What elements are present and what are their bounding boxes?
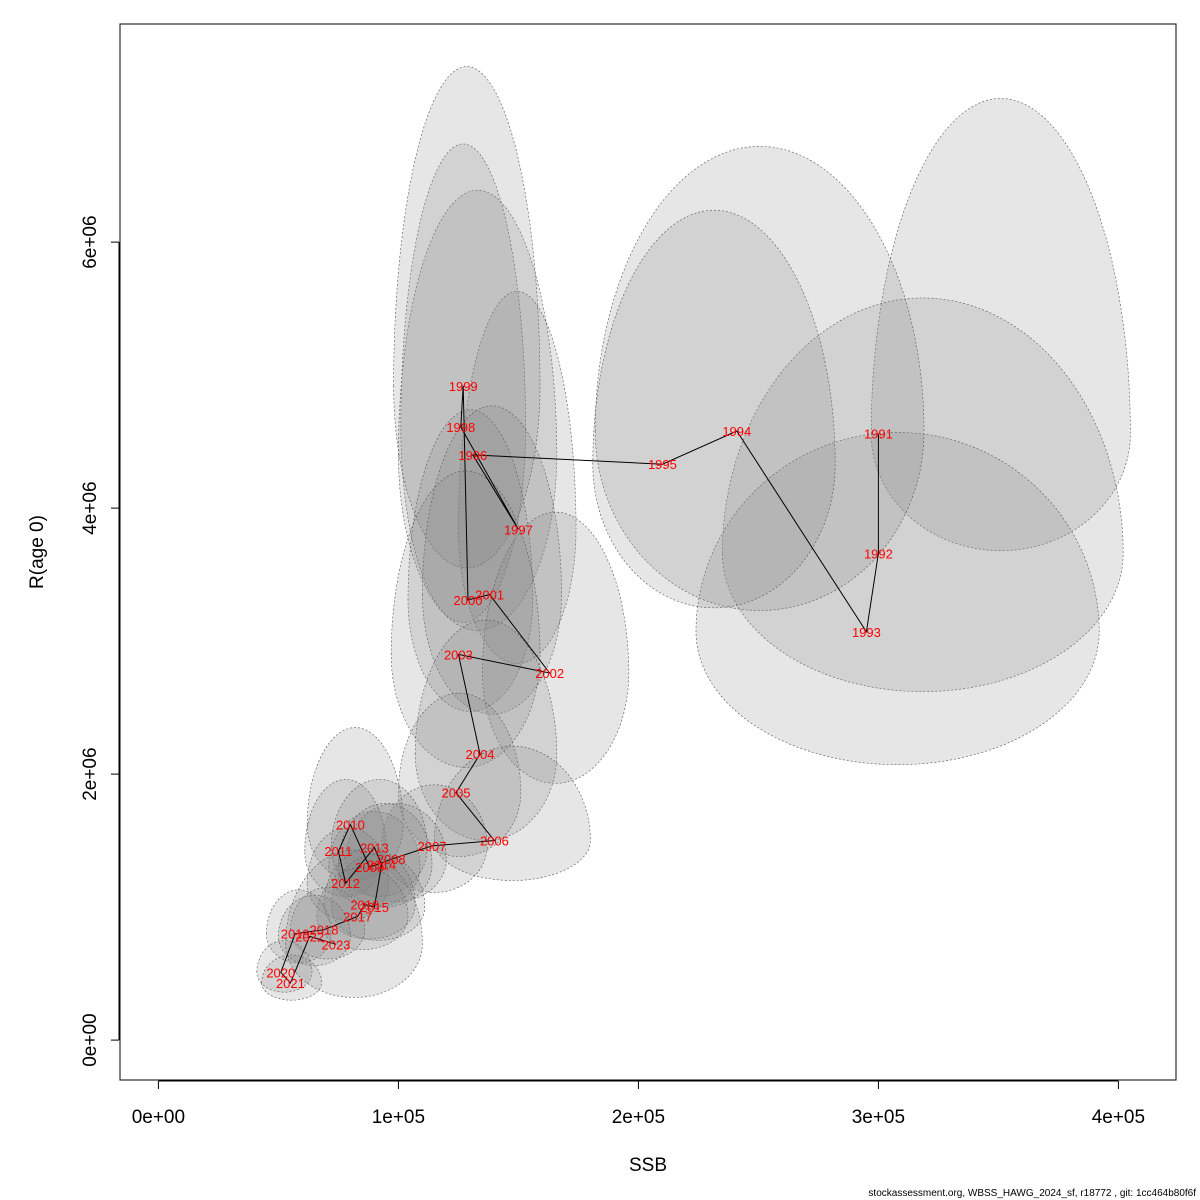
ellipse-1993 xyxy=(695,432,1100,766)
year-label-2020: 2020 xyxy=(266,965,295,980)
ellipse-2020 xyxy=(256,940,313,993)
y-tick-label: 6e+06 xyxy=(80,215,101,268)
ellipse-2009 xyxy=(328,811,421,908)
year-label-2017: 2017 xyxy=(343,909,372,924)
year-label-2007: 2007 xyxy=(418,839,447,854)
ellipse-2021 xyxy=(261,954,322,1001)
ellipse-2005 xyxy=(398,692,522,857)
year-labels: 1991 1992 1993 1994 1995 1996 1997 1998 1999 2000… xyxy=(266,379,893,991)
year-label-2023: 2023 xyxy=(322,937,351,952)
year-label-2022: 2022 xyxy=(295,929,324,944)
ellipse-1999 xyxy=(393,66,541,569)
trajectory-line xyxy=(280,385,879,984)
y-tick-label: 4e+06 xyxy=(80,481,101,534)
x-tick-label: 3e+05 xyxy=(852,1107,905,1128)
year-label-1995: 1995 xyxy=(648,457,677,472)
plot-frame xyxy=(119,23,1177,1081)
year-label-1994: 1994 xyxy=(722,424,751,439)
ellipse-2004 xyxy=(414,619,558,841)
year-label-2021: 2021 xyxy=(276,976,305,991)
ellipse-1991 xyxy=(870,98,1131,551)
ellipse-2000 xyxy=(407,409,534,712)
year-label-2011: 2011 xyxy=(324,844,352,859)
ellipse-1994 xyxy=(594,146,925,611)
year-label-2002: 2002 xyxy=(535,666,564,681)
year-label-2014: 2014 xyxy=(367,858,396,873)
year-label-2003: 2003 xyxy=(444,647,473,662)
year-label-2019: 2019 xyxy=(281,927,310,942)
ellipse-2008 xyxy=(345,803,447,903)
ellipse-2012 xyxy=(306,827,390,921)
ellipse-2014 xyxy=(338,803,433,908)
ellipse-2006 xyxy=(434,745,591,881)
year-label-2013: 2013 xyxy=(360,840,389,855)
confidence-ellipses xyxy=(256,66,1131,1001)
y-tick-label: 0e+00 xyxy=(80,1013,101,1066)
ellipse-2018 xyxy=(290,886,366,960)
ellipse-1992 xyxy=(722,297,1124,692)
year-label-2009: 2009 xyxy=(355,860,384,875)
ellipse-1997 xyxy=(458,291,577,665)
ellipse-1995 xyxy=(592,209,836,609)
ellipse-2003 xyxy=(390,470,541,768)
ellipse-1996 xyxy=(398,189,558,631)
ellipse-2015 xyxy=(330,853,426,941)
year-label-1999: 1999 xyxy=(449,379,478,394)
x-tick-label: 1e+05 xyxy=(372,1107,425,1128)
footer-text: stockassessment.org, WBSS_HAWG_2024_sf, … xyxy=(868,1188,1196,1199)
year-label-2018: 2018 xyxy=(310,923,339,938)
ellipse-1998 xyxy=(400,143,526,623)
x-tick-label: 4e+05 xyxy=(1092,1107,1145,1128)
year-label-1998: 1998 xyxy=(446,420,475,435)
x-tick-label: 2e+05 xyxy=(612,1107,665,1128)
ellipse-2013 xyxy=(330,779,428,897)
ellipse-2023 xyxy=(285,849,423,998)
x-axis-title: SSB xyxy=(629,1155,667,1176)
y-tick-label: 2e+06 xyxy=(80,747,101,800)
year-label-2006: 2006 xyxy=(480,834,509,849)
year-label-2008: 2008 xyxy=(377,852,406,867)
y-axis-title: R(age 0) xyxy=(27,515,48,589)
ellipse-2022 xyxy=(278,894,351,966)
year-label-2001: 2001 xyxy=(475,588,504,603)
year-label-1992: 1992 xyxy=(864,546,893,561)
year-label-1997: 1997 xyxy=(504,522,533,537)
x-tick-label: 0e+00 xyxy=(132,1107,185,1128)
year-label-2016: 2016 xyxy=(350,897,379,912)
year-label-2005: 2005 xyxy=(442,786,471,801)
year-label-2010: 2010 xyxy=(336,818,365,833)
year-label-2004: 2004 xyxy=(466,747,495,762)
year-label-2012: 2012 xyxy=(331,876,360,891)
year-label-1993: 1993 xyxy=(852,625,881,640)
y-axis: 0e+00 2e+06 4e+06 6e+06 xyxy=(80,215,120,1067)
year-label-1996: 1996 xyxy=(458,448,487,463)
ellipse-2002 xyxy=(482,511,630,784)
ellipse-2019 xyxy=(266,889,332,964)
year-label-2015: 2015 xyxy=(360,900,389,915)
ellipse-2001 xyxy=(422,405,562,715)
year-label-2000: 2000 xyxy=(454,593,483,608)
year-label-1991: 1991 xyxy=(864,427,893,442)
x-axis: 0e+00 1e+05 2e+05 3e+05 4e+05 xyxy=(132,1080,1145,1128)
